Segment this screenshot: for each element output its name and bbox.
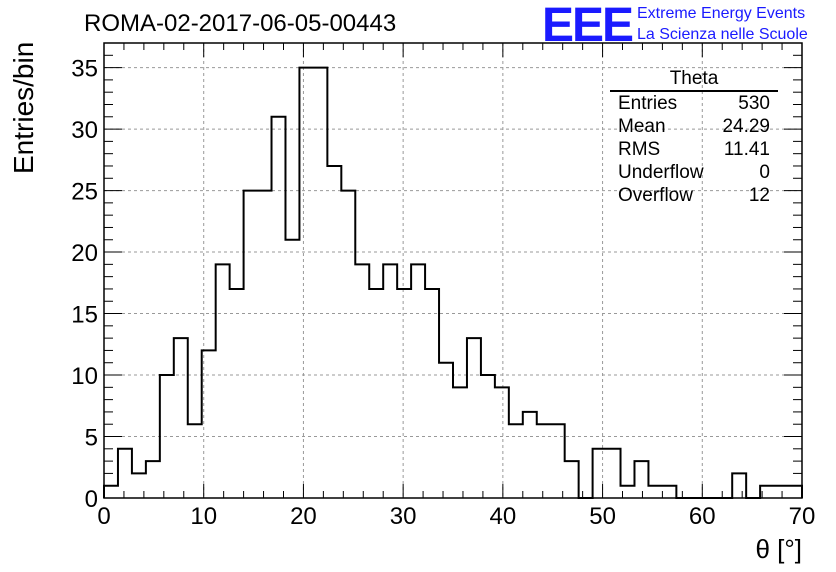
histogram-bin	[355, 264, 369, 498]
stats-row-overflow: Overflow 12	[610, 184, 778, 207]
stats-label: Overflow	[618, 185, 693, 206]
histogram-bin	[537, 424, 551, 498]
x-tick-label: 20	[290, 503, 317, 530]
y-tick-label: 0	[85, 486, 98, 513]
x-tick-label: 10	[190, 503, 217, 530]
histogram-bin	[607, 449, 621, 498]
histogram-bin	[774, 486, 788, 498]
histogram-bin	[313, 68, 327, 498]
y-tick-label: 30	[71, 117, 98, 144]
histogram-bin	[593, 449, 607, 498]
histogram-bin	[495, 387, 509, 498]
eee-logo-line1: Extreme Energy Events	[637, 5, 806, 22]
histogram-bin	[383, 264, 397, 498]
histogram-bin	[299, 68, 313, 498]
plot-frame	[103, 42, 803, 499]
histogram-bin	[509, 424, 523, 498]
histogram-bin	[146, 461, 160, 498]
x-tick-label: 60	[689, 503, 716, 530]
x-tick-label: 70	[789, 503, 816, 530]
stats-value: 12	[748, 185, 770, 206]
y-tick-label: 20	[71, 240, 98, 267]
stats-box: Theta Entries 530 Mean 24.29 RMS 11.41 U…	[610, 68, 778, 207]
histogram-bin	[411, 264, 425, 498]
histogram-bin	[244, 191, 258, 498]
histogram-bin	[453, 387, 467, 498]
x-tick-label: 40	[490, 503, 517, 530]
stats-box-title: Theta	[610, 68, 778, 92]
stats-row-mean: Mean 24.29	[610, 115, 778, 138]
histogram-bin	[551, 424, 565, 498]
histogram-bin	[467, 338, 481, 498]
histogram-bin	[188, 424, 202, 498]
histogram-bin	[118, 449, 132, 498]
histogram-bin	[523, 412, 537, 498]
y-tick-label: 25	[71, 179, 98, 206]
histogram-bin	[272, 117, 286, 498]
y-tick-label: 5	[85, 425, 98, 452]
stats-label: Underflow	[618, 162, 704, 183]
histogram-bin	[258, 191, 272, 498]
stats-label: RMS	[618, 139, 661, 160]
histogram-bin	[648, 486, 662, 498]
histogram-bin	[425, 289, 439, 498]
chart-title: ROMA-02-2017-06-05-00443	[84, 10, 397, 37]
x-axis-label: θ [°]	[755, 534, 802, 564]
stats-value: 530	[738, 93, 770, 114]
histogram-bin	[732, 473, 746, 498]
histogram-bin	[634, 461, 648, 498]
stats-value: 11.41	[723, 139, 770, 160]
histogram-bin	[788, 486, 802, 498]
histogram-bin	[662, 486, 676, 498]
stats-row-rms: RMS 11.41	[610, 138, 778, 161]
y-tick-label: 10	[71, 363, 98, 390]
histogram-bin	[216, 264, 230, 498]
histogram-bin	[285, 240, 299, 498]
histogram-series	[103, 66, 803, 499]
y-tick-label: 15	[71, 302, 98, 329]
stats-row-underflow: Underflow 0	[610, 161, 778, 184]
x-tick-label: 30	[390, 503, 417, 530]
stats-value: 24.29	[722, 116, 770, 137]
stats-value: 0	[759, 162, 770, 183]
histogram-bin	[327, 166, 341, 498]
y-tick-label: 35	[71, 56, 98, 83]
stats-label: Entries	[618, 93, 678, 114]
x-tick-label: 50	[589, 503, 616, 530]
histogram-bin	[397, 289, 411, 498]
stats-row-entries: Entries 530	[610, 92, 778, 115]
x-tick-label: 0	[97, 503, 110, 530]
histogram-bin	[439, 363, 453, 498]
histogram-bin	[369, 289, 383, 498]
eee-logo-line2: La Scienza nelle Scuole	[637, 26, 808, 43]
histogram-bin	[230, 289, 244, 498]
stats-label: Mean	[618, 116, 666, 137]
histogram-bin	[174, 338, 188, 498]
histogram-bin	[104, 486, 118, 498]
histogram-bin	[341, 191, 355, 498]
eee-logo-text: Extreme Energy Events La Scienza nelle S…	[637, 3, 808, 45]
histogram-bin	[565, 461, 579, 498]
